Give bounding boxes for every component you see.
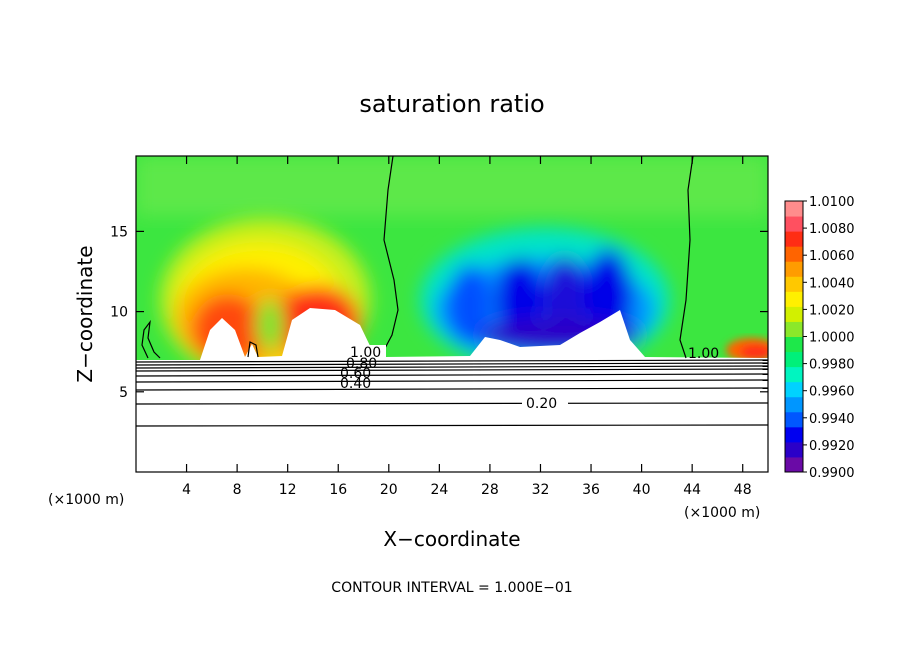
upper-field bbox=[136, 156, 768, 216]
contour-label: 0.20 bbox=[526, 396, 557, 412]
x-tick-label: 24 bbox=[430, 482, 448, 498]
colorbar-label: 1.0100 bbox=[809, 195, 855, 210]
colorbar-label: 1.0080 bbox=[809, 222, 855, 237]
colorbar-label: 0.9960 bbox=[809, 385, 855, 400]
colorbar-swatch bbox=[785, 291, 803, 307]
y-tick-label: 10 bbox=[110, 305, 128, 321]
x-tick-label: 44 bbox=[683, 482, 701, 498]
x-tick-label: 32 bbox=[532, 482, 550, 498]
contour-lines bbox=[136, 156, 768, 427]
colorbar-swatch bbox=[785, 201, 803, 217]
colorbar-label: 0.9940 bbox=[809, 412, 855, 427]
colorbar-swatch bbox=[785, 336, 803, 353]
lower-region bbox=[136, 308, 768, 472]
colorbar-label: 0.9900 bbox=[809, 466, 855, 481]
x-tick-label: 20 bbox=[380, 482, 398, 498]
colorbar-label: 1.0040 bbox=[809, 276, 855, 291]
colorbar-swatch bbox=[785, 231, 803, 247]
right-supersaturated-patch bbox=[726, 338, 768, 362]
colorbar-swatch bbox=[785, 396, 803, 413]
colorbar-label: 0.9920 bbox=[809, 439, 855, 454]
contour-label: 1.00 bbox=[688, 346, 719, 362]
colorbar-swatch bbox=[785, 426, 803, 443]
colorbar-swatch bbox=[785, 261, 803, 277]
contour-label: 1.00 bbox=[350, 345, 381, 361]
colorbar-label: 1.0020 bbox=[809, 303, 855, 318]
colorbar-swatch bbox=[785, 246, 803, 262]
colorbar-swatch bbox=[785, 441, 803, 458]
plot-area: 1.00 0.80 0.60 0.40 0.20 1.00 bbox=[136, 156, 768, 472]
colorbar-label: 0.9980 bbox=[809, 358, 855, 373]
colorbar-swatch bbox=[785, 366, 803, 383]
x-unit-label-left: (×1000 m) bbox=[48, 492, 124, 508]
x-ticks: 4 8 12 16 20 24 28 32 36 40 44 48 bbox=[182, 156, 752, 498]
contour-label: 0.80 bbox=[346, 356, 377, 372]
plot-frame bbox=[135, 155, 769, 473]
y-ticks: 5 10 15 bbox=[110, 224, 768, 401]
x-tick-label: 40 bbox=[633, 482, 651, 498]
y-tick-label: 5 bbox=[119, 385, 128, 401]
chart-title: saturation ratio bbox=[359, 90, 544, 118]
contour-label-group: 1.00 0.80 0.60 0.40 0.20 1.00 bbox=[340, 345, 719, 412]
x-tick-label: 16 bbox=[329, 482, 347, 498]
colorbar-swatch bbox=[785, 321, 803, 337]
contour-label: 0.60 bbox=[340, 366, 371, 382]
colorbar-swatch bbox=[785, 411, 803, 428]
colorbar-swatch bbox=[785, 216, 803, 232]
x-tick-label: 48 bbox=[734, 482, 752, 498]
colorbar-label: 1.0000 bbox=[809, 331, 855, 346]
colorbar-swatch bbox=[785, 381, 803, 398]
x-axis-label: X−coordinate bbox=[383, 527, 520, 551]
colorbar-swatch bbox=[785, 306, 803, 322]
contour-interval-note: CONTOUR INTERVAL = 1.000E−01 bbox=[331, 580, 572, 596]
colorbar-swatch bbox=[785, 351, 803, 368]
x-tick-label: 8 bbox=[233, 482, 242, 498]
colorbar: 1.0100 1.0080 1.0060 1.0040 1.0020 1.0000 0.99… bbox=[784, 195, 855, 481]
x-tick-label: 36 bbox=[582, 482, 600, 498]
colorbar-label: 1.0060 bbox=[809, 249, 855, 264]
y-tick-label: 15 bbox=[110, 224, 128, 240]
contour-label: 0.40 bbox=[340, 376, 371, 392]
colorbar-swatch bbox=[785, 276, 803, 292]
x-unit-label-right: (×1000 m) bbox=[684, 505, 760, 521]
y-axis-label: Z−coordinate bbox=[73, 245, 97, 382]
x-tick-label: 12 bbox=[279, 482, 297, 498]
colorbar-swatch bbox=[785, 456, 803, 473]
x-tick-label: 28 bbox=[481, 482, 499, 498]
x-tick-label: 4 bbox=[182, 482, 191, 498]
